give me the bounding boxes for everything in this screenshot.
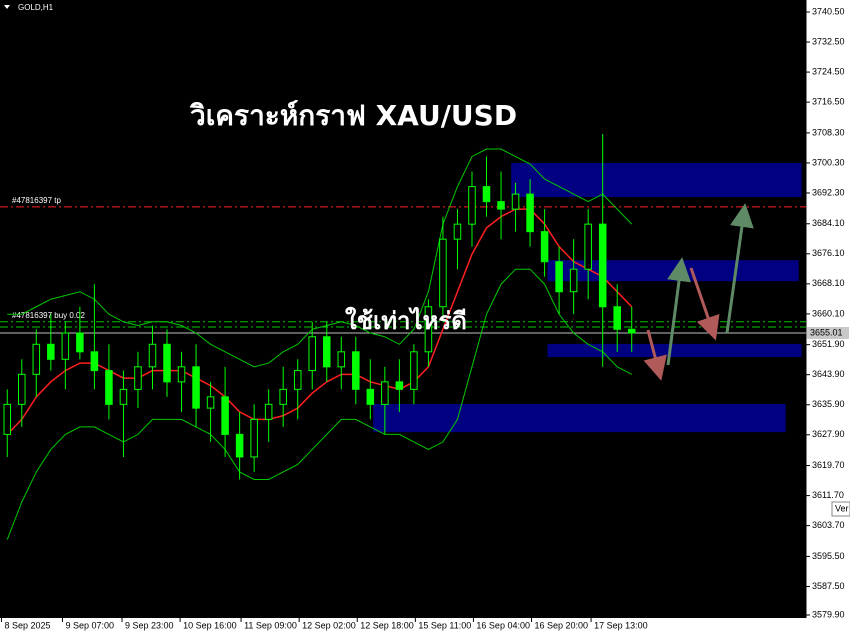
x-tick-label: 17 Sep 13:00 [594, 620, 648, 630]
y-tick-label: 3611.70 [812, 490, 844, 500]
candle-body [264, 403, 273, 420]
candle-body [337, 351, 346, 368]
y-tick-label: 3724.50 [812, 66, 845, 76]
candle-body [569, 268, 578, 293]
candle-body [598, 223, 607, 308]
candle-body [250, 418, 258, 458]
candle-body [206, 396, 215, 409]
candle-body [410, 351, 418, 390]
candle-body [482, 186, 491, 203]
candle-body [134, 366, 142, 390]
x-tick-label: 11 Sep 09:00 [244, 620, 297, 630]
zone [511, 162, 802, 198]
x-tick-label: 8 Sep 2025 [4, 620, 50, 630]
candle-body [627, 328, 636, 334]
y-tick-label: 3700.30 [812, 157, 845, 167]
order-label: #47816397 tp [12, 196, 61, 205]
x-tick-label: 16 Sep 20:00 [535, 620, 589, 630]
y-tick-label: 3660.10 [812, 308, 845, 318]
indicator-line [6, 268, 632, 540]
candle-body [177, 366, 186, 383]
order-label: #47816397 buy 0.02 [12, 311, 86, 320]
symbol-label: GOLD,H1 [18, 3, 54, 12]
candle-body [439, 238, 447, 308]
candle-body [613, 306, 621, 330]
y-tick-label: 3716.50 [812, 96, 845, 106]
arrow-up [666, 257, 691, 366]
y-tick-label: 3603.70 [812, 520, 845, 530]
annotation: ใช้เท่าไหร่ดี [345, 306, 467, 335]
badge: Ver [835, 503, 849, 513]
candle-body [221, 396, 229, 435]
candle-body [90, 351, 99, 372]
candle-body [395, 381, 404, 390]
candle-body [76, 332, 84, 353]
y-tick-label: 3579.90 [812, 609, 845, 619]
y-tick-label: 3708.30 [812, 127, 845, 137]
x-tick-label: 12 Sep 18:00 [360, 620, 414, 630]
x-tick-label: 16 Sep 04:00 [476, 620, 530, 630]
indicator-line [7, 148, 633, 368]
x-tick-label: 10 Sep 16:00 [183, 620, 237, 630]
candle-body [424, 306, 433, 353]
arrow-down [689, 267, 720, 341]
candle-body [47, 343, 55, 360]
candle-body [163, 343, 171, 383]
arrow-up [725, 203, 754, 334]
y-tick-label: 3692.30 [812, 187, 845, 197]
price-tag-label: 3655.01 [810, 327, 843, 337]
candle-body [192, 366, 200, 409]
candle-body [235, 433, 244, 458]
chart-title: วิเคราะห์กราฟ XAU/USD [189, 99, 517, 132]
candle-body [453, 223, 462, 240]
y-tick-label: 3635.90 [812, 399, 845, 409]
badge-box [831, 501, 850, 517]
y-tick-label: 3740.50 [812, 6, 845, 16]
y-tick-label: 3676.10 [812, 248, 845, 258]
y-tick-label: 3619.70 [812, 460, 845, 470]
candle-body [381, 381, 389, 405]
candle-body [3, 403, 12, 435]
y-tick-label: 3732.50 [812, 36, 845, 46]
zone [373, 403, 786, 433]
candle-body [555, 261, 563, 293]
candle-body [584, 223, 592, 270]
candle-body [119, 388, 128, 405]
projection-arrows [643, 203, 754, 381]
x-tick-label: 15 Sep 11:00 [418, 620, 471, 630]
candle-body [497, 201, 505, 210]
x-tick-label: 12 Sep 02:00 [302, 620, 356, 630]
y-tick-label: 3684.10 [812, 218, 845, 228]
candle-body [308, 336, 317, 372]
y-tick-label: 3668.10 [812, 278, 845, 288]
plot-area [0, 0, 806, 618]
candle-body [366, 388, 375, 405]
candle-body [18, 373, 26, 405]
x-tick-label: 9 Sep 23:00 [125, 620, 174, 630]
candle-body [526, 193, 534, 233]
candle-body [105, 370, 113, 405]
candle-body [352, 351, 360, 390]
candle-body [540, 231, 549, 263]
candle-body [61, 332, 70, 360]
y-tick-label: 3587.50 [812, 581, 845, 591]
arrow-down [643, 329, 667, 381]
candle-body [322, 336, 331, 368]
candle-body [32, 343, 41, 375]
candle-body [148, 343, 157, 368]
price-tag [807, 326, 849, 339]
y-tick-label: 3627.90 [812, 429, 845, 439]
candle-body [511, 193, 520, 210]
y-tick-label: 3595.50 [812, 551, 845, 561]
y-tick-label: 3643.90 [812, 369, 845, 379]
y-tick-label: 3651.90 [812, 339, 845, 349]
candle-body [279, 388, 287, 405]
candle-body [293, 370, 302, 390]
candle-body [468, 186, 476, 225]
zone [547, 343, 802, 358]
x-tick-label: 9 Sep 07:00 [65, 620, 114, 630]
symbol-icon [4, 5, 10, 9]
